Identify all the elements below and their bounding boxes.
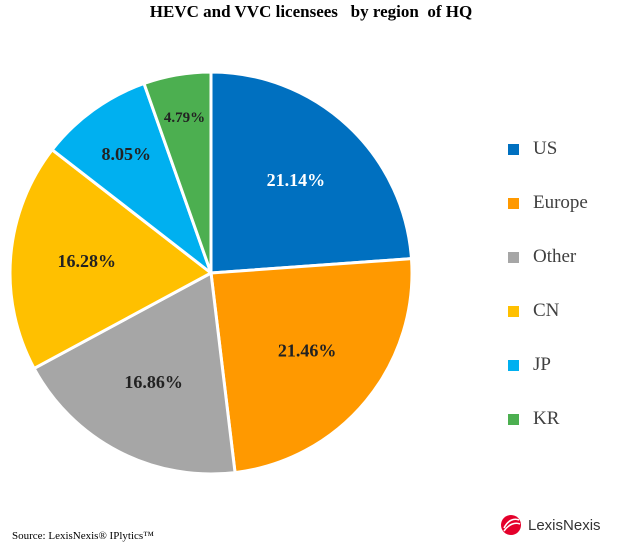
lexisnexis-logo-icon <box>501 515 521 535</box>
legend-item-other: Other <box>508 230 588 284</box>
pie-slice-kr <box>142 70 213 275</box>
pie-label-other: 16.86% <box>124 372 183 392</box>
pie-label-us: 21.14% <box>267 170 326 190</box>
chart-legend: US Europe Other CN JP KR <box>508 122 588 446</box>
legend-label-jp: JP <box>533 354 551 375</box>
legend-item-cn: CN <box>508 284 588 338</box>
legend-swatch-kr <box>508 413 519 425</box>
legend-label-europe: Europe <box>533 192 588 213</box>
legend-item-europe: Europe <box>508 176 588 230</box>
legend-label-cn: CN <box>533 300 560 321</box>
legend-label-kr: KR <box>533 408 560 429</box>
lexisnexis-logo-text: LexisNexis <box>528 516 601 534</box>
legend-swatch-cn <box>508 305 519 317</box>
legend-item-jp: JP <box>508 338 588 392</box>
legend-item-us: US <box>508 122 588 176</box>
legend-item-kr: KR <box>508 392 588 446</box>
chart-title: HEVC and VVC licensees by region of HQ <box>149 2 473 21</box>
pie-label-jp: 8.05% <box>102 144 152 164</box>
lexisnexis-logo: LexisNexis <box>500 514 601 536</box>
source-note: Source: LexisNexis® IPlytics™ <box>12 530 154 542</box>
pie-slice-us <box>209 70 413 275</box>
pie-label-kr: 4.79% <box>164 110 205 126</box>
pie-slice-cn <box>8 148 213 370</box>
legend-label-other: Other <box>533 246 577 267</box>
legend-swatch-other <box>508 251 519 263</box>
pie-label-cn: 16.28% <box>58 251 117 271</box>
legend-swatch-jp <box>508 359 519 371</box>
pie-slice-europe <box>209 257 414 475</box>
legend-label-us: US <box>533 138 558 159</box>
legend-swatch-europe <box>508 197 519 209</box>
pie-slice-jp <box>50 81 213 275</box>
legend-swatch-us <box>508 143 519 155</box>
pie-label-europe: 21.46% <box>278 340 337 360</box>
pie-slice-other <box>32 271 237 476</box>
